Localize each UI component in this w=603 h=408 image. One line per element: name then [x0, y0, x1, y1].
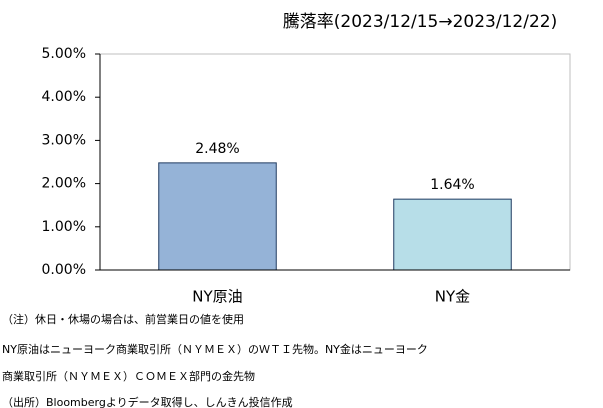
note: 商業取引所（ＮＹＭＥＸ）ＣＯＭＥＸ部門の金先物: [2, 369, 255, 383]
note: NY原油はニューヨーク商業取引所（ＮＹＭＥＸ）のＷＴＩ先物。NY金はニューヨーク: [2, 342, 428, 356]
y-tick-label: 1.00%: [42, 219, 86, 235]
y-tick-label: 5.00%: [42, 46, 86, 62]
data-label: 2.48%: [195, 141, 239, 157]
note: （出所）Bloombergよりデータ取得し、しんきん投信作成: [2, 395, 293, 408]
bar: [393, 198, 512, 271]
y-tick-label: 3.00%: [42, 132, 86, 148]
data-label: 1.64%: [430, 177, 474, 193]
x-tick-label: NY原油: [192, 288, 242, 306]
chart-title: 騰落率(2023/12/15→2023/12/22): [283, 12, 557, 32]
y-tick-label: 0.00%: [42, 262, 86, 278]
note: （注）休日・休場の場合は、前営業日の値を使用: [2, 312, 244, 326]
x-tick-label: NY金: [435, 288, 470, 306]
y-tick-label: 2.00%: [42, 176, 86, 192]
bar: [158, 162, 277, 271]
y-tick-label: 4.00%: [42, 89, 86, 105]
